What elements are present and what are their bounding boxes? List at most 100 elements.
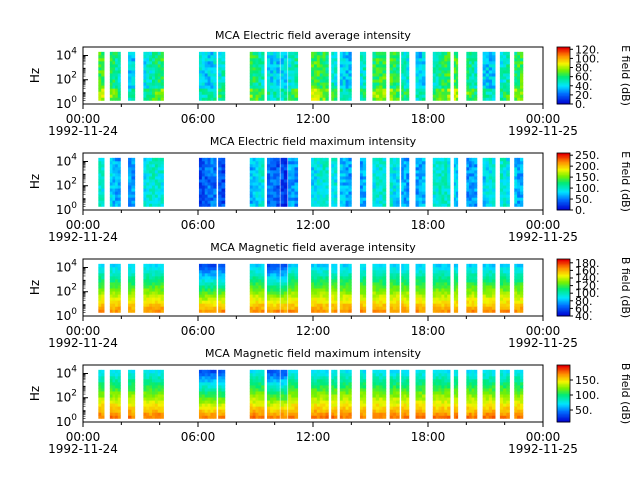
heatmap-cell (348, 309, 352, 313)
heatmap-cell (160, 94, 164, 98)
colorbar-segment (557, 175, 570, 178)
heatmap-cell (204, 412, 208, 416)
heatmap-cell (415, 191, 420, 195)
heatmap-cell (342, 297, 346, 301)
heatmap-cell (283, 188, 288, 192)
heatmap-cell (204, 406, 208, 410)
heatmap-cell (438, 203, 442, 207)
heatmap-cell (345, 269, 349, 274)
heatmap-cell (218, 191, 222, 195)
y-tick-label: 104 (56, 46, 77, 62)
heatmap-cell (109, 412, 113, 416)
heatmap-cell (294, 203, 299, 207)
heatmap-cell (276, 266, 280, 271)
heatmap-cell (406, 291, 410, 295)
heatmap-cell (160, 91, 164, 95)
colorbar-segment (557, 51, 570, 54)
heatmap-cell (453, 63, 457, 68)
heatmap-cell (379, 85, 383, 89)
heatmap-cell (280, 282, 285, 286)
heatmap-cell (342, 306, 346, 310)
heatmap-cell (252, 76, 256, 80)
heatmap-cell (115, 306, 119, 310)
heatmap-cell (514, 51, 518, 56)
heatmap-cell (435, 169, 439, 174)
heatmap-cell (218, 85, 222, 89)
data-interval (359, 263, 367, 313)
heatmap-cell (143, 397, 147, 401)
heatmap-cell (288, 191, 292, 195)
heatmap-cell (255, 203, 259, 207)
heatmap-cell (252, 169, 256, 174)
heatmap-cell (280, 160, 285, 165)
heatmap-cell (198, 263, 203, 268)
heatmap-cell (331, 272, 335, 277)
heatmap-cell (131, 306, 136, 310)
heatmap-cell (348, 57, 352, 62)
heatmap-cell (101, 303, 105, 307)
heatmap-cell (471, 157, 475, 162)
heatmap-cell (213, 403, 217, 407)
x-tick-label: 00:00 (526, 218, 561, 232)
heatmap-cell (149, 415, 153, 419)
heatmap-cell (466, 51, 470, 56)
heatmap-cell (157, 294, 162, 298)
heatmap-cell (444, 197, 448, 201)
heatmap-cell (117, 275, 121, 280)
heatmap-cell (375, 60, 380, 65)
heatmap-cell (359, 194, 364, 198)
heatmap-cell (288, 88, 292, 92)
heatmap-cell (331, 70, 335, 74)
heatmap-cell (160, 191, 164, 195)
heatmap-cell (499, 91, 504, 95)
heatmap-cell (401, 160, 405, 165)
colorbar-segment (557, 301, 570, 304)
heatmap-cell (218, 391, 222, 395)
heatmap-cell (255, 166, 259, 171)
heatmap-cell (276, 82, 280, 86)
heatmap-cell (128, 73, 132, 77)
heatmap-cell (101, 173, 105, 177)
heatmap-cell (154, 169, 159, 174)
heatmap-cell (201, 51, 206, 56)
heatmap-cell (252, 203, 256, 207)
heatmap-cell (444, 269, 448, 274)
heatmap-cell (280, 79, 285, 83)
heatmap-cell (294, 194, 299, 198)
heatmap-cell (154, 94, 159, 98)
heatmap-cell (372, 60, 377, 65)
heatmap-cell (283, 173, 288, 177)
heatmap-cell (316, 282, 321, 286)
heatmap-cell (466, 88, 470, 92)
heatmap-cell (435, 173, 439, 177)
heatmap-cell (441, 272, 445, 277)
heatmap-cell (210, 403, 214, 407)
heatmap-cell (471, 269, 475, 274)
heatmap-cell (221, 169, 226, 174)
heatmap-cell (345, 285, 349, 289)
heatmap-cell (396, 282, 400, 286)
heatmap-cell (98, 173, 102, 177)
heatmap-cell (438, 188, 442, 192)
heatmap-cell (331, 194, 335, 198)
heatmap-cell (249, 385, 254, 389)
heatmap-cell (403, 306, 407, 310)
heatmap-cell (322, 191, 326, 195)
heatmap-cell (117, 385, 121, 389)
heatmap-cell (98, 60, 102, 65)
heatmap-cell (432, 279, 437, 283)
heatmap-cell (447, 88, 451, 92)
heatmap-cell (152, 282, 156, 286)
heatmap-cell (379, 82, 383, 86)
heatmap-cell (319, 76, 323, 80)
heatmap-cell (421, 173, 426, 177)
heatmap-cell (342, 188, 346, 192)
heatmap-cell (432, 197, 437, 201)
heatmap-cell (499, 169, 504, 174)
heatmap-cell (221, 412, 226, 416)
heatmap-cell (514, 279, 518, 283)
heatmap-cell (252, 309, 256, 313)
heatmap-cell (468, 272, 473, 277)
heatmap-cell (221, 375, 226, 380)
heatmap-cell (149, 412, 153, 416)
